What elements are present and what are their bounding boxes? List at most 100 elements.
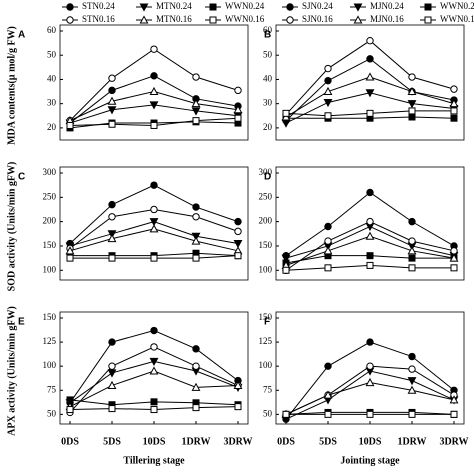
data-point [366, 338, 374, 346]
data-point [407, 377, 417, 386]
legend-marker [66, 3, 74, 11]
y-tick-label: 150 [259, 312, 273, 322]
series-line [69, 75, 239, 124]
data-point [107, 380, 117, 389]
data-point [149, 366, 159, 375]
data-point [234, 403, 242, 411]
data-point [149, 86, 159, 96]
data-point [150, 343, 158, 351]
data-point [149, 357, 159, 367]
data-point [282, 266, 290, 274]
data-point [192, 117, 200, 125]
data-point [108, 405, 116, 413]
data-point [66, 121, 74, 129]
legend-label: MTN0.24 [156, 1, 192, 11]
data-point [191, 107, 201, 116]
data-point [107, 96, 117, 105]
data-point [192, 203, 200, 211]
data-point [149, 224, 159, 233]
data-point [281, 254, 291, 263]
data-point [449, 99, 459, 108]
data-point [191, 382, 201, 391]
data-point [233, 105, 243, 114]
data-point [408, 113, 416, 121]
panel-label: B [264, 30, 271, 41]
data-point [449, 395, 459, 404]
y-tick-label: 300 [43, 167, 57, 177]
legend-label: MTN0.16 [156, 14, 192, 24]
data-point [192, 345, 200, 353]
data-point [450, 410, 458, 418]
data-point [408, 254, 416, 262]
y-tick-label: 300 [259, 167, 273, 177]
data-point [324, 264, 332, 272]
data-point [234, 114, 242, 122]
data-point [366, 36, 374, 45]
data-point [234, 217, 242, 226]
series-line [69, 184, 239, 244]
y-axis-title: SOD activity (Units/min gFW) [6, 162, 17, 292]
y-axis-title: APX activity (Units/min gFW) [6, 306, 17, 436]
y-tick-label: 250 [43, 191, 57, 201]
data-point [150, 45, 158, 53]
data-point [366, 55, 374, 63]
data-point [323, 86, 333, 96]
data-point [366, 109, 374, 117]
y-tick-label: 100 [259, 264, 273, 274]
legend-label: MJN0.24 [370, 1, 404, 11]
y-tick-label: 50 [47, 49, 57, 59]
y-tick-label: 40 [47, 74, 57, 84]
data-point [108, 120, 116, 128]
data-point [408, 237, 416, 245]
y-tick-label: 20 [263, 122, 273, 132]
data-point [408, 217, 416, 226]
x-tick-label: 3DRW [439, 436, 468, 447]
plot-frame [59, 166, 249, 281]
data-point [366, 188, 374, 197]
series-line [69, 48, 239, 121]
data-point [108, 213, 116, 221]
data-point [149, 218, 159, 227]
data-point [192, 404, 200, 412]
y-tick-label: 100 [43, 360, 57, 370]
legend-marker [424, 3, 432, 11]
data-point [233, 240, 243, 249]
data-point [366, 217, 374, 226]
data-point [108, 254, 116, 262]
data-point [450, 247, 458, 255]
legend-marker [353, 15, 363, 24]
x-tick-label: 10DS [359, 436, 382, 447]
data-point [365, 377, 375, 387]
data-point [108, 200, 116, 209]
data-point [324, 112, 332, 120]
y-tick-label: 50 [263, 49, 273, 59]
data-point [408, 365, 416, 373]
legend-label: WWN0.16 [440, 14, 474, 24]
y-tick-label: 50 [47, 408, 57, 418]
plot-frame [59, 24, 249, 141]
legend-label: WWN0.16 [225, 14, 265, 24]
data-point [282, 410, 290, 418]
x-tick-label: 1DRW [397, 436, 426, 447]
data-point [191, 236, 201, 245]
panel-label: D [264, 172, 271, 183]
data-point [324, 362, 332, 370]
y-tick-label: 30 [263, 98, 273, 108]
y-tick-label: 150 [43, 312, 57, 322]
data-point [408, 264, 416, 272]
legend-marker [424, 16, 432, 24]
legend-label: STN0.16 [82, 14, 115, 24]
data-point [365, 231, 375, 240]
y-tick-label: 30 [47, 98, 57, 108]
legend-label: SJN0.24 [302, 1, 333, 11]
x-tick-label: 3DRW [223, 436, 252, 447]
data-point [366, 252, 374, 260]
data-point [282, 109, 290, 117]
data-point [450, 264, 458, 272]
data-point [107, 234, 117, 243]
data-point [234, 227, 242, 236]
y-tick-label: 125 [259, 336, 273, 346]
y-tick-label: 60 [47, 25, 57, 35]
legend-marker [209, 16, 217, 24]
